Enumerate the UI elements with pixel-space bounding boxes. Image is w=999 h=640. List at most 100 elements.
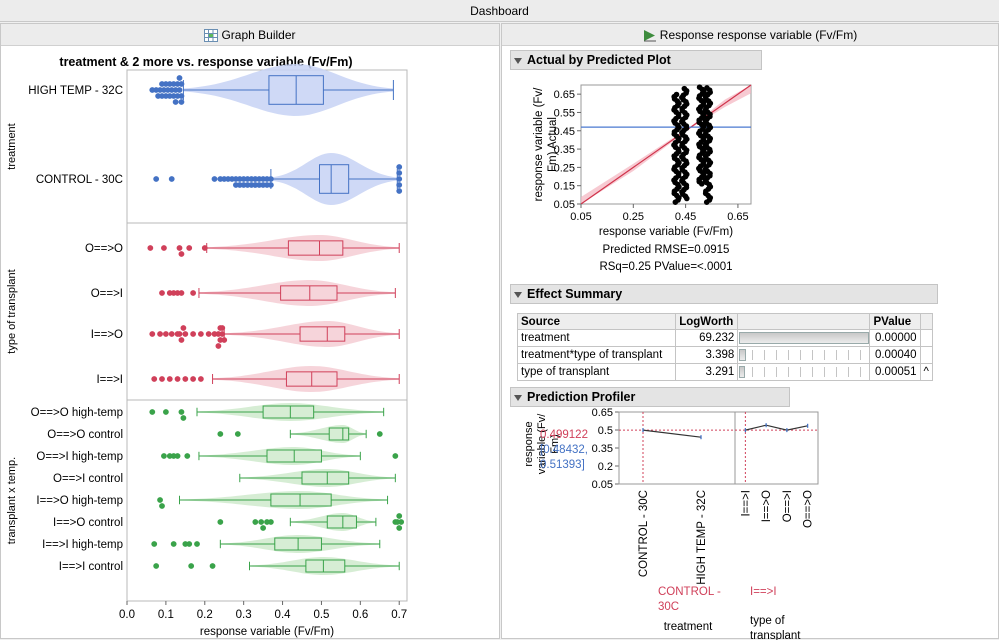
actual-point: [704, 85, 710, 91]
x-tick-label: 0.3: [236, 609, 252, 621]
box: [280, 285, 338, 301]
col-header-bar: [737, 313, 871, 330]
outlier-point: [168, 331, 175, 337]
actual-point: [672, 120, 678, 126]
disclosure-triangle-icon[interactable]: [514, 57, 522, 64]
row-label: I==>O high-temp: [36, 495, 123, 507]
outlier-point: [162, 331, 169, 337]
actual-point: [701, 88, 707, 95]
current-level: I==>I: [750, 586, 777, 598]
graph-builder-header[interactable]: Graph Builder: [1, 24, 499, 46]
rmse-stat: Predicted RMSE=0.0915: [603, 244, 730, 256]
actual-point: [676, 100, 682, 107]
actual-point: [706, 162, 712, 168]
actual-point: [696, 119, 703, 126]
actual-point: [679, 164, 685, 171]
actual-point: [683, 125, 690, 132]
actual-point: [682, 169, 688, 175]
actual-point: [675, 113, 682, 120]
prediction-profiler-title: Prediction Profiler: [527, 390, 636, 404]
source-cell: treatment: [516, 329, 677, 347]
actual-point: [673, 109, 679, 115]
actual-point: [679, 94, 685, 101]
box: [301, 471, 350, 485]
row-label: O==>I high-temp: [36, 451, 123, 463]
violin-shape: [198, 280, 396, 306]
actual-point: [673, 133, 680, 140]
profiler-y-label-line: Fm): [549, 434, 561, 454]
actual-point: [703, 179, 710, 186]
actual-point: [671, 142, 677, 148]
actual-point: [707, 159, 714, 166]
table-row[interactable]: treatment*type of transplant 3.398 0.00040: [516, 346, 934, 364]
actual-point: [705, 192, 711, 199]
actual-point: [682, 193, 689, 200]
table-row[interactable]: treatment 69.232 0.00000: [516, 329, 934, 347]
actual-point: [671, 190, 678, 197]
actual-point: [683, 123, 690, 129]
actual-point: [707, 124, 714, 131]
outlier-point: [232, 182, 239, 188]
source-cell: treatment*type of transplant: [516, 346, 677, 364]
outlier-point: [178, 409, 185, 415]
actual-point: [673, 91, 680, 98]
y-tick-label: 0.35: [592, 443, 613, 455]
outlier-point: [172, 99, 179, 105]
outlier-point: [197, 376, 204, 382]
reference-dots: [752, 350, 863, 360]
actual-point: [705, 133, 711, 140]
logworth-bar-cell: [737, 329, 871, 347]
outlier-point: [188, 563, 195, 569]
actual-point: [674, 186, 680, 192]
effect-summary-header[interactable]: Effect Summary: [510, 284, 938, 304]
outlier-point: [376, 431, 383, 437]
actual-point: [696, 84, 703, 90]
actual-point: [671, 129, 678, 135]
profiler-y-label-line: variable (Fv/: [536, 413, 548, 474]
actual-point: [671, 153, 677, 159]
logworth-bar: [739, 349, 746, 361]
x-tick-label: 0.2: [197, 609, 213, 621]
table-row[interactable]: type of transplant 3.291 0.00051 ^: [516, 363, 934, 381]
x-tick-label: 0.5: [313, 609, 329, 621]
outlier-point: [178, 337, 185, 343]
actual-point: [672, 104, 678, 111]
actual-point: [696, 95, 702, 101]
logworth-cell: 3.398: [675, 346, 739, 364]
actual-point: [676, 159, 682, 166]
prediction-interval: [0.48432,: [540, 444, 588, 456]
outlier-point: [159, 376, 165, 382]
actual-by-predicted-header[interactable]: Actual by Predicted Plot: [510, 50, 762, 70]
x-tick-label: 0.6: [352, 609, 368, 621]
box: [328, 427, 350, 441]
current-level: 30C: [658, 601, 679, 613]
actual-point: [700, 101, 707, 108]
actual-point: [672, 199, 679, 205]
violin-shape: [212, 366, 400, 392]
actual-point: [705, 151, 711, 157]
actual-point: [683, 101, 690, 107]
actual-point: [696, 154, 702, 161]
level-label: HIGH TEMP - 32C: [696, 490, 708, 585]
response-header[interactable]: Response response variable (Fv/Fm): [502, 24, 998, 46]
actual-point: [707, 135, 714, 142]
actual-point: [680, 151, 687, 158]
outlier-point: [149, 331, 156, 337]
fit-line: [580, 84, 752, 205]
prediction-profiler-header[interactable]: Prediction Profiler: [510, 387, 790, 407]
disclosure-triangle-icon[interactable]: [514, 394, 522, 401]
actual-point: [672, 140, 679, 146]
outlier-point: [190, 290, 197, 296]
disclosure-triangle-icon[interactable]: [514, 291, 522, 298]
actual-point: [698, 174, 705, 181]
outlier-point: [174, 376, 181, 382]
actual-point: [696, 106, 702, 112]
outlier-point: [217, 519, 224, 525]
actual-point: [679, 140, 686, 147]
row-label: I==>I high-temp: [42, 539, 123, 551]
actual-point: [700, 134, 707, 141]
actual-point: [700, 137, 707, 143]
actual-point: [671, 155, 678, 162]
actual-point: [699, 110, 706, 117]
actual-point: [683, 184, 690, 191]
